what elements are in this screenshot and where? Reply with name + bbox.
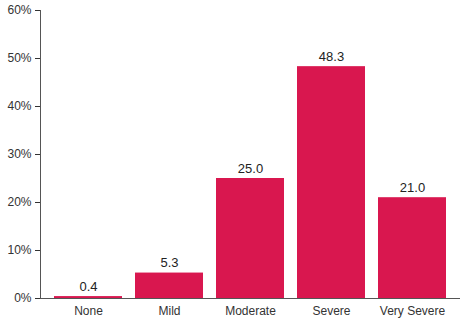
svg-text:0%: 0% — [14, 291, 32, 305]
svg-text:Moderate: Moderate — [225, 304, 276, 318]
svg-text:25.0: 25.0 — [238, 161, 263, 176]
svg-text:Mild: Mild — [158, 304, 180, 318]
svg-text:5.3: 5.3 — [160, 255, 178, 270]
svg-text:0.4: 0.4 — [79, 279, 97, 294]
svg-text:Severe: Severe — [312, 304, 350, 318]
svg-text:21.0: 21.0 — [400, 180, 425, 195]
svg-text:40%: 40% — [7, 99, 31, 113]
svg-text:20%: 20% — [7, 195, 31, 209]
svg-text:30%: 30% — [7, 147, 31, 161]
svg-text:None: None — [74, 304, 103, 318]
svg-text:Very Severe: Very Severe — [380, 304, 446, 318]
svg-text:60%: 60% — [7, 3, 31, 17]
svg-text:10%: 10% — [7, 243, 31, 257]
svg-text:48.3: 48.3 — [319, 49, 344, 64]
svg-text:50%: 50% — [7, 51, 31, 65]
